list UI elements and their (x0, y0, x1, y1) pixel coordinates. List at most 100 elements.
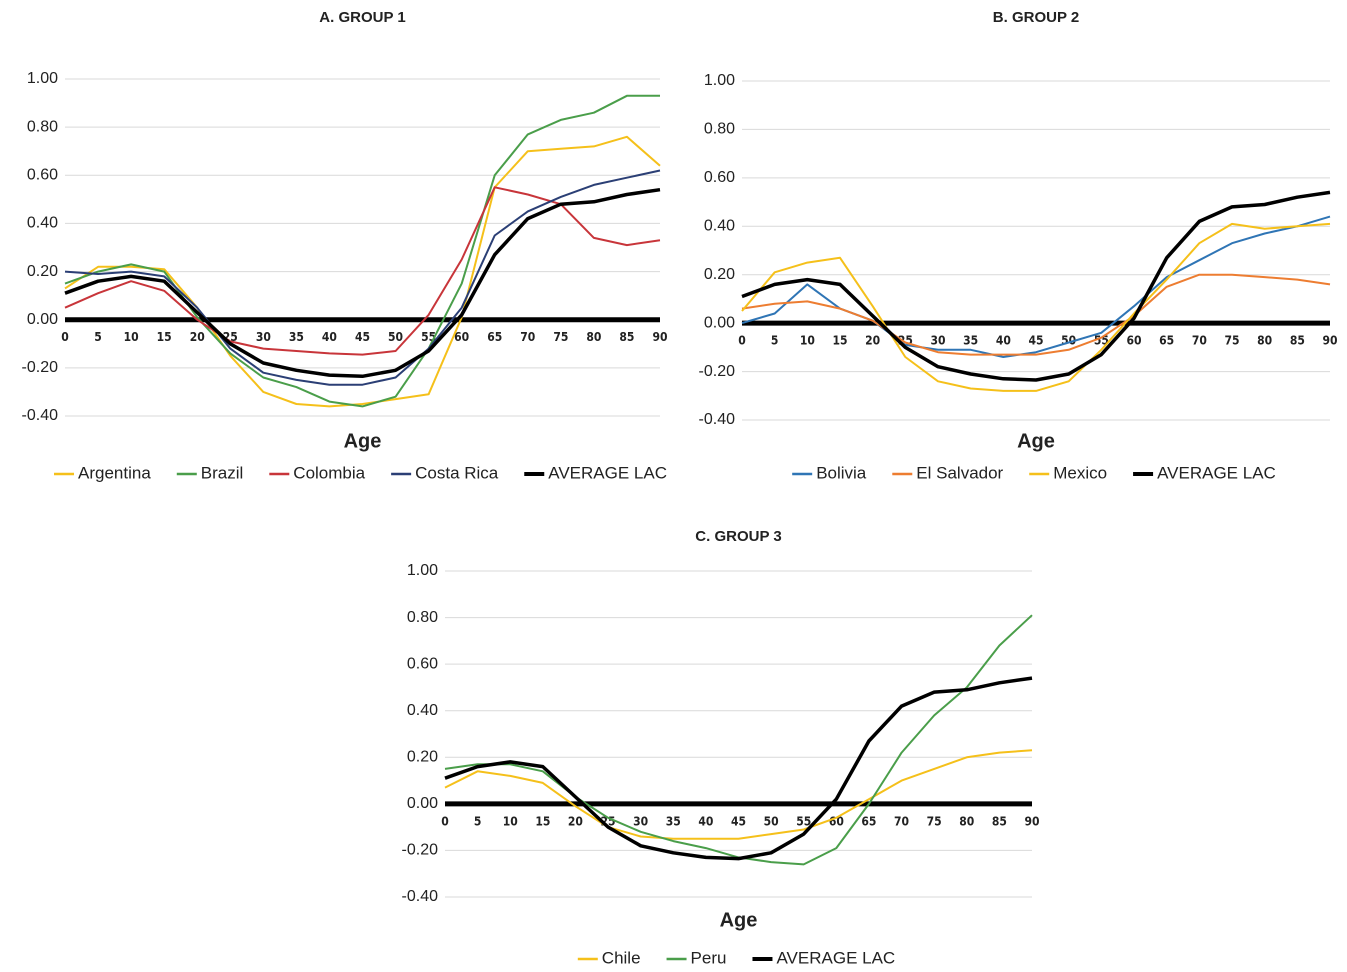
y-tick-label: 0.40 (704, 218, 735, 235)
y-tick-label: 0.80 (27, 118, 58, 135)
x-tick-label: 80 (1257, 334, 1272, 348)
x-axis-label: Age (344, 430, 382, 452)
x-tick-label: 75 (927, 814, 942, 828)
series-line (741, 273, 1331, 356)
y-tick-label: 1.00 (27, 70, 58, 87)
y-tick-label: 0.80 (704, 121, 735, 138)
y-tick-label: -0.40 (402, 888, 439, 905)
y-tick-label: 0.40 (27, 215, 58, 232)
legend-label: Bolivia (816, 463, 867, 482)
legend-item: Brazil (176, 463, 244, 482)
legend-label: AVERAGE LAC (548, 463, 667, 482)
y-tick-label: 0.20 (704, 266, 735, 283)
y-tick-label: 0.00 (27, 311, 58, 328)
legend-label: Colombia (293, 463, 365, 482)
legend-item: El Salvador (892, 463, 1004, 482)
x-tick-label: 45 (1028, 334, 1043, 348)
x-tick-label: 70 (894, 814, 909, 828)
y-tick-label: 0.40 (407, 702, 438, 719)
x-tick-label: 50 (388, 330, 403, 344)
x-tick-label: 45 (355, 330, 370, 344)
x-tick-label: 90 (652, 330, 667, 344)
x-axis-label: Age (720, 909, 758, 931)
legend-item: Chile (577, 948, 641, 967)
x-tick-label: 35 (963, 334, 978, 348)
x-tick-label: 30 (633, 814, 648, 828)
chart-title: C. GROUP 3 (695, 528, 781, 545)
x-tick-label: 60 (454, 330, 469, 344)
x-tick-label: 85 (1290, 334, 1305, 348)
x-tick-label: 55 (796, 814, 811, 828)
x-tick-label: 35 (666, 814, 681, 828)
x-axis-label: Age (1017, 430, 1055, 452)
x-tick-label: 10 (124, 330, 139, 344)
legend-item: Peru (666, 948, 727, 967)
x-tick-label: 80 (959, 814, 974, 828)
legend-label: Peru (691, 948, 727, 967)
x-tick-label: 75 (1224, 334, 1239, 348)
legend-label: Costa Rica (415, 463, 499, 482)
legend-item: Bolivia (792, 463, 867, 482)
x-tick-label: 15 (157, 330, 172, 344)
x-tick-label: 45 (731, 814, 746, 828)
x-tick-label: 30 (256, 330, 271, 344)
x-tick-label: 40 (698, 814, 713, 828)
legend-label: Brazil (201, 463, 244, 482)
x-tick-label: 40 (322, 330, 337, 344)
x-tick-label: 15 (535, 814, 550, 828)
x-tick-label: 85 (619, 330, 634, 344)
y-tick-label: 0.00 (704, 314, 735, 331)
x-tick-label: 30 (930, 334, 945, 348)
x-tick-label: 75 (553, 330, 568, 344)
x-tick-label: 60 (829, 814, 844, 828)
x-tick-label: 85 (992, 814, 1007, 828)
legend-label: AVERAGE LAC (1157, 463, 1276, 482)
x-tick-label: 5 (94, 330, 102, 344)
x-tick-label: 15 (832, 334, 847, 348)
y-tick-label: 1.00 (407, 562, 438, 579)
legend-item: Colombia (269, 463, 366, 482)
x-tick-label: 0 (738, 334, 746, 348)
series-line (64, 187, 661, 379)
x-tick-label: 20 (865, 334, 880, 348)
y-tick-label: -0.20 (22, 359, 59, 376)
series-line (444, 676, 1033, 861)
y-tick-label: 0.60 (407, 655, 438, 672)
x-tick-label: 50 (764, 814, 779, 828)
x-tick-label: 65 (1159, 334, 1174, 348)
legend-label: Chile (602, 948, 641, 967)
legend-item: Mexico (1029, 463, 1107, 482)
series-line (64, 135, 661, 408)
y-tick-label: -0.20 (402, 842, 439, 859)
x-tick-label: 70 (1192, 334, 1207, 348)
legend-item: Argentina (54, 463, 151, 482)
series-line (444, 749, 1033, 840)
legend-item: AVERAGE LAC (752, 948, 895, 967)
x-tick-label: 90 (1322, 334, 1337, 348)
series-line (64, 169, 661, 386)
y-tick-label: -0.20 (699, 363, 736, 380)
legend-item: AVERAGE LAC (524, 463, 667, 482)
x-tick-label: 10 (503, 814, 518, 828)
chart-title: A. GROUP 1 (319, 9, 405, 26)
x-tick-label: 35 (289, 330, 304, 344)
y-tick-label: 0.20 (27, 263, 58, 280)
y-tick-label: 1.00 (704, 72, 735, 89)
x-tick-label: 20 (568, 814, 583, 828)
legend-label: AVERAGE LAC (776, 948, 895, 967)
legend-label: Mexico (1053, 463, 1107, 482)
x-tick-label: 90 (1024, 814, 1039, 828)
legend-item: Costa Rica (391, 463, 499, 482)
x-tick-label: 5 (474, 814, 482, 828)
x-tick-label: 80 (586, 330, 601, 344)
series-line (741, 222, 1331, 392)
x-tick-label: 0 (61, 330, 69, 344)
y-tick-label: 0.00 (407, 795, 438, 812)
x-tick-label: 0 (441, 814, 449, 828)
x-tick-label: 65 (487, 330, 502, 344)
x-tick-label: 40 (996, 334, 1011, 348)
x-tick-label: 10 (800, 334, 815, 348)
y-tick-label: 0.60 (704, 169, 735, 186)
x-tick-label: 65 (861, 814, 876, 828)
